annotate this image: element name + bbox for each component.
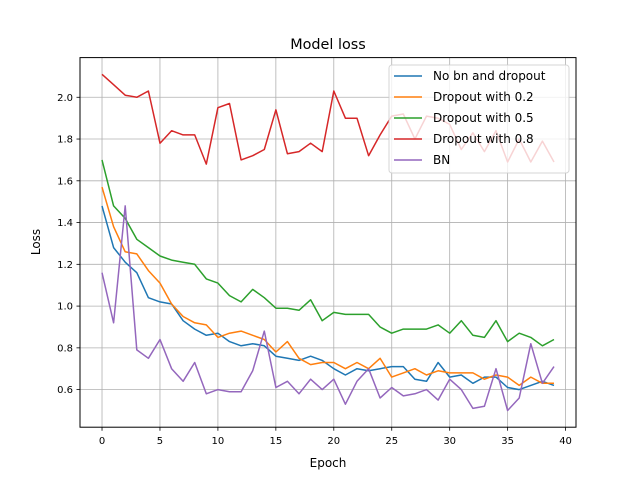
- series-line-1: [101, 186, 554, 387]
- y-tick-label: 1.2: [57, 260, 73, 271]
- legend-label-4: BN: [433, 153, 450, 167]
- chart-title: Model loss: [290, 37, 366, 53]
- legend-label-2: Dropout with 0.5: [433, 111, 534, 125]
- y-tick-label: 0.6: [57, 385, 73, 396]
- y-tick-label: 1.4: [57, 218, 73, 229]
- legend: No bn and dropout Dropout with 0.2 Dropout…: [388, 64, 570, 174]
- x-axis-label: Epoch: [310, 456, 347, 470]
- x-tick-label: 15: [269, 436, 282, 447]
- plot-frame: [79, 57, 577, 428]
- y-tick-label: 2.0: [57, 93, 73, 104]
- y-tick-label: 0.8: [57, 343, 73, 354]
- legend-label-3: Dropout with 0.8: [433, 132, 534, 146]
- x-tick-label: 10: [212, 436, 225, 447]
- y-tick-label: 1.6: [57, 176, 73, 187]
- series-line-0: [101, 205, 555, 391]
- ticks: 0 5 10 15 20 25 30 35 40 0.6 0.8 1.0 1.2 1.4 1.6 1.8 2.0: [57, 93, 572, 447]
- series-line-2: [101, 159, 555, 347]
- x-tick-label: 5: [157, 436, 163, 447]
- series-line-4: [101, 205, 555, 412]
- y-tick-label: 1.0: [57, 302, 73, 313]
- x-tick-label: 30: [443, 436, 456, 447]
- legend-box: [388, 64, 570, 174]
- legend-label-1: Dropout with 0.2: [433, 90, 534, 104]
- y-axis-label: Loss: [29, 229, 43, 255]
- legend-label-0: No bn and dropout: [433, 69, 546, 83]
- x-tick-label: 40: [559, 436, 572, 447]
- x-tick-label: 25: [385, 436, 398, 447]
- x-tick-label: 20: [327, 436, 340, 447]
- y-tick-label: 1.8: [57, 135, 73, 146]
- x-tick-label: 35: [501, 436, 514, 447]
- series-lines: [101, 73, 555, 412]
- x-tick-label: 0: [99, 436, 105, 447]
